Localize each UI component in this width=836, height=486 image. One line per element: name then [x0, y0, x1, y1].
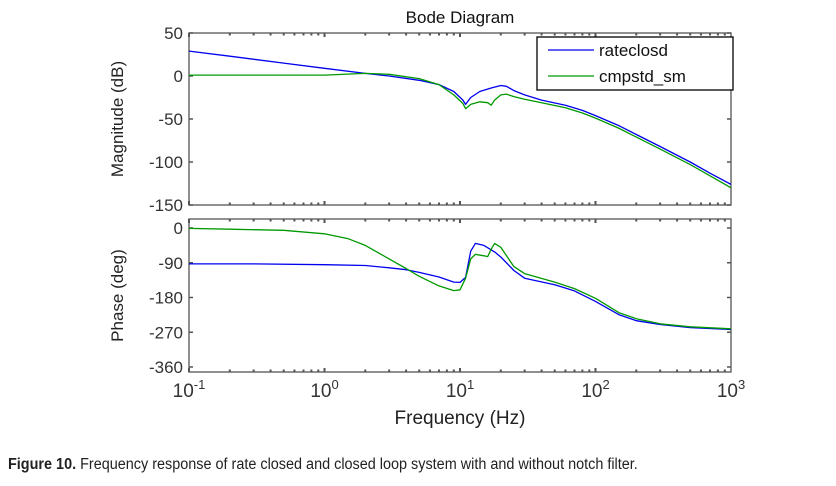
magnitude-y-tick-label: -100 [149, 153, 183, 172]
x-tick-label: 100 [310, 377, 338, 402]
phase-y-tick-label: 0 [174, 219, 183, 238]
x-tick-label: 102 [581, 377, 609, 402]
magnitude-y-tick-label: 0 [174, 67, 183, 86]
magnitude-panel: 50 0 -50 -100 -150 Magnitude (dB) Bode Diagram… [108, 8, 734, 215]
phase-panel: 0 -90 -180 -270 -360 Phase (deg) 10-1 100 101 102… [108, 218, 745, 429]
magnitude-y-axis-label: Magnitude (dB) [108, 61, 127, 177]
phase-y-tick-label: -270 [149, 323, 183, 342]
figure-caption-text: Frequency response of rate closed and cl… [76, 456, 638, 473]
magnitude-line-rateclosd [189, 50, 731, 185]
phase-y-tick-label: -360 [149, 358, 183, 377]
legend-label-rateclosd: rateclosd [599, 41, 668, 60]
phase-y-axis-label: Phase (deg) [108, 249, 127, 342]
legend: rateclosd cmpstd_sm [536, 36, 734, 91]
magnitude-line-cmpstd-sm [189, 72, 731, 189]
legend-box [536, 36, 734, 91]
x-tick-label: 101 [446, 377, 474, 402]
magnitude-y-tick-label: 50 [164, 24, 183, 43]
chart-title: Bode Diagram [406, 8, 515, 27]
phase-line-cmpstd-sm [189, 227, 731, 330]
bode-diagram: 50 0 -50 -100 -150 Magnitude (dB) Bode Diagram… [108, 8, 745, 429]
figure-caption: Figure 10. Frequency response of rate cl… [8, 456, 638, 474]
magnitude-y-tick-label: -150 [149, 196, 183, 215]
phase-axes-box [188, 218, 732, 373]
x-tick-label: 103 [717, 377, 745, 402]
x-tick-label: 10-1 [173, 377, 206, 402]
phase-y-tick-label: -90 [158, 254, 183, 273]
x-axis-label: Frequency (Hz) [395, 408, 526, 429]
phase-y-tick-label: -180 [149, 289, 183, 308]
figure-caption-label: Figure 10. [8, 456, 77, 473]
magnitude-y-tick-label: -50 [158, 110, 183, 129]
phase-line-rateclosd [189, 242, 731, 331]
legend-label-cmpstd-sm: cmpstd_sm [599, 67, 686, 86]
